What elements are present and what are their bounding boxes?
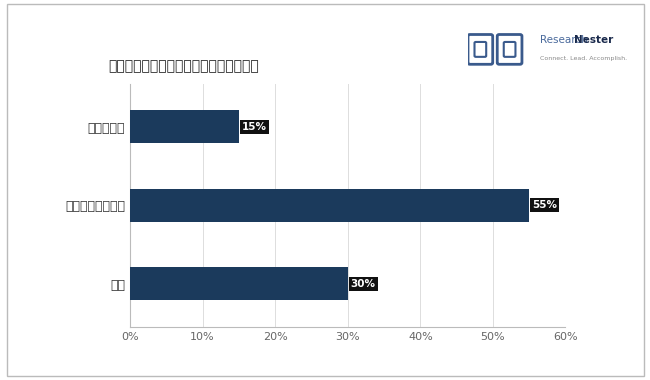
Text: Connect. Lead. Accomplish.: Connect. Lead. Accomplish.: [540, 56, 627, 62]
Text: ハイフロー鼻カニューレ市場－地域貢献: ハイフロー鼻カニューレ市場－地域貢献: [108, 59, 259, 73]
Text: Nester: Nester: [574, 35, 613, 45]
Bar: [130, 110, 239, 143]
Text: Research: Research: [540, 35, 590, 45]
Bar: [130, 267, 348, 300]
Text: 55%: 55%: [532, 200, 557, 210]
Bar: [130, 189, 529, 222]
Text: 15%: 15%: [242, 122, 266, 132]
Text: 30%: 30%: [350, 279, 376, 289]
